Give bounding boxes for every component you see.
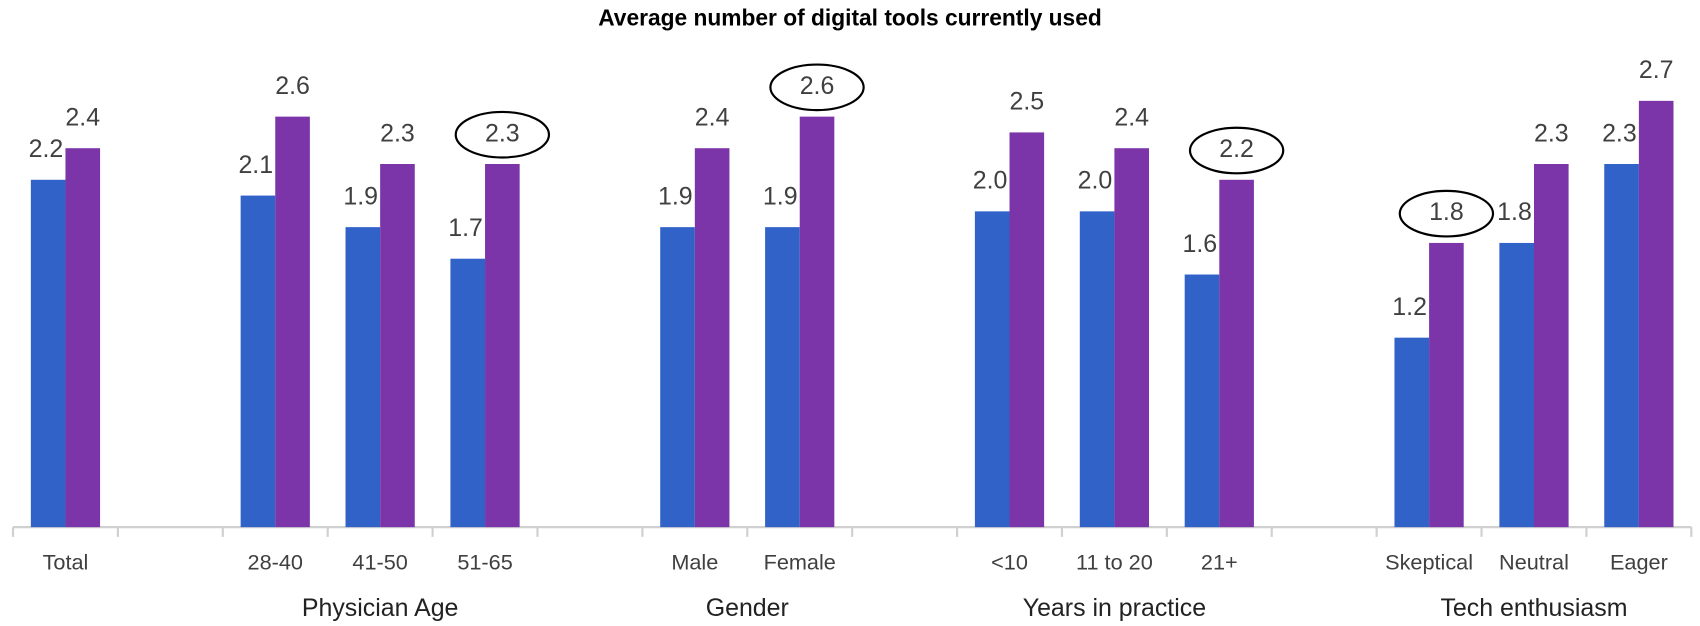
x-tick-label: 28-40 <box>248 550 303 575</box>
group-label: Physician Age <box>302 594 459 622</box>
x-tick-label: Female <box>764 550 836 575</box>
value-label: 2.3 <box>380 119 415 147</box>
highlight-circle <box>769 63 865 112</box>
value-label: 2.2 <box>1219 135 1254 163</box>
x-tick-label: Total <box>43 550 89 575</box>
value-label: 2.3 <box>1534 119 1569 147</box>
value-label: 2.6 <box>275 72 310 100</box>
value-label: 2.7 <box>1639 56 1674 84</box>
bar <box>1184 274 1220 528</box>
bar <box>1009 132 1045 528</box>
x-tick-label: Neutral <box>1499 550 1569 575</box>
x-tick-label: 21+ <box>1201 550 1238 575</box>
x-tick-label: 51-65 <box>457 550 512 575</box>
value-label: 1.9 <box>658 182 693 210</box>
bar <box>799 116 835 528</box>
bar <box>1638 100 1674 528</box>
value-label: 2.6 <box>800 72 835 100</box>
bar <box>485 163 520 528</box>
x-tick-label: Skeptical <box>1385 550 1473 575</box>
bar <box>275 116 310 528</box>
x-tick-label: 11 to 20 <box>1076 550 1153 575</box>
value-label: 1.9 <box>763 182 798 210</box>
value-label: 2.2 <box>29 135 64 163</box>
bar <box>30 179 66 528</box>
bar <box>240 195 276 528</box>
value-label: 1.8 <box>1497 198 1532 226</box>
value-label: 2.1 <box>238 151 273 179</box>
x-tick-label: Eager <box>1610 550 1668 575</box>
group-label: Gender <box>706 594 789 622</box>
value-label: 2.3 <box>1602 119 1637 147</box>
value-label: 1.2 <box>1392 293 1427 321</box>
x-tick-label: Male <box>671 550 718 575</box>
highlight-circle <box>1188 126 1285 175</box>
bar <box>1604 163 1639 528</box>
bar <box>974 211 1010 528</box>
bar <box>694 148 730 528</box>
value-label: 1.6 <box>1182 230 1217 258</box>
value-label: 2.4 <box>65 104 100 132</box>
bar <box>1499 242 1534 528</box>
chart-title: Average number of digital tools currentl… <box>598 5 1102 31</box>
value-label: 1.9 <box>343 182 378 210</box>
value-label: 2.0 <box>973 167 1008 195</box>
bar <box>450 258 486 528</box>
bar <box>1429 242 1464 528</box>
value-label: 2.4 <box>695 104 730 132</box>
bar <box>765 227 800 528</box>
value-label: 2.0 <box>1078 167 1113 195</box>
value-label: 1.7 <box>448 214 483 242</box>
group-label: Tech enthusiasm <box>1440 594 1627 622</box>
value-label: 2.3 <box>485 119 520 147</box>
bar <box>345 227 381 528</box>
group-label: Years in practice <box>1023 594 1206 622</box>
bar <box>1533 163 1569 528</box>
bar <box>1219 179 1254 528</box>
bar <box>65 148 101 528</box>
value-label: 2.4 <box>1114 104 1149 132</box>
bar <box>660 227 695 528</box>
bar <box>380 163 415 528</box>
x-tick-label: 41-50 <box>352 550 407 575</box>
highlight-circle <box>454 110 551 159</box>
bar <box>1079 211 1115 528</box>
value-label: 1.8 <box>1429 198 1464 226</box>
x-tick-label: <10 <box>991 550 1028 575</box>
bar <box>1114 148 1150 528</box>
value-label: 2.5 <box>1009 88 1044 116</box>
highlight-circle <box>1398 189 1495 238</box>
bar <box>1394 337 1430 528</box>
